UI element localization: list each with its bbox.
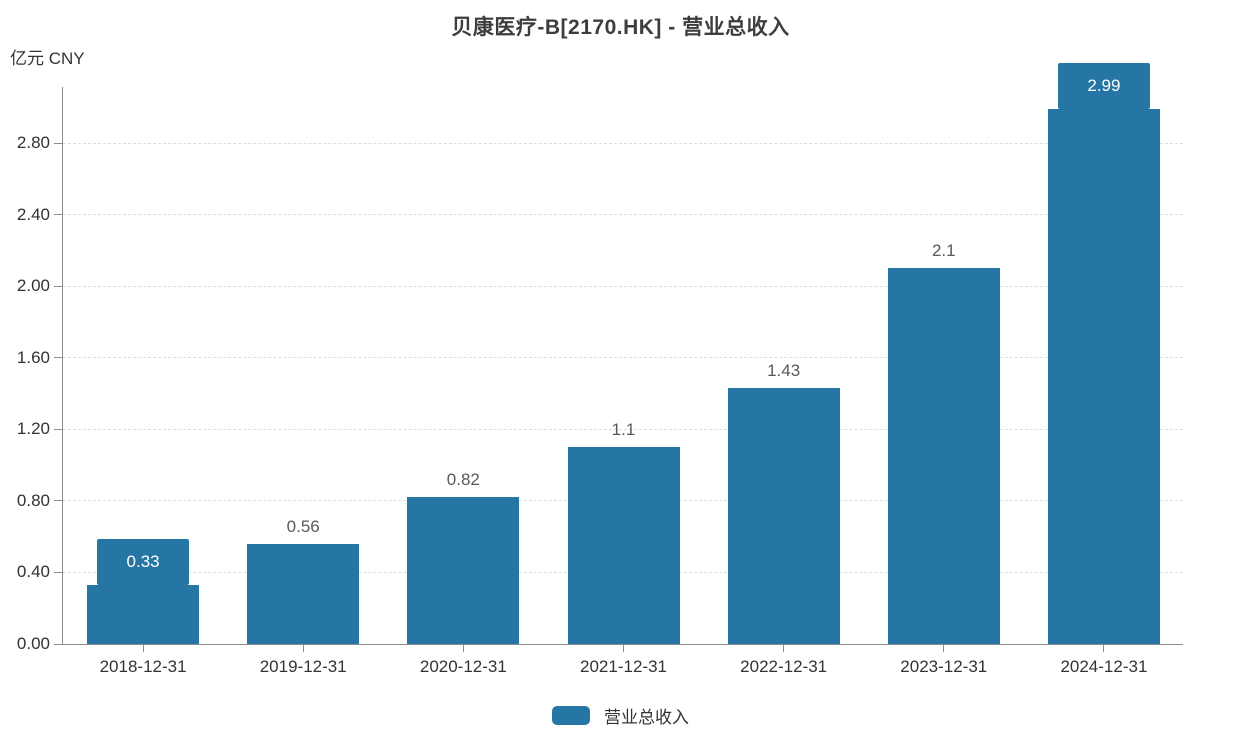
y-axis-tick xyxy=(54,500,62,502)
legend-item-revenue[interactable]: 营业总收入 xyxy=(0,703,1241,728)
x-axis-tick xyxy=(1103,644,1105,652)
x-axis-tick xyxy=(783,644,785,652)
gridline xyxy=(63,285,1183,287)
bar-value-label: 0.56 xyxy=(286,517,320,536)
bar[interactable] xyxy=(567,447,680,644)
bar[interactable] xyxy=(247,544,360,644)
y-axis-label: 2.00 xyxy=(16,276,50,296)
y-axis-label: 0.40 xyxy=(16,562,50,582)
y-axis-tick xyxy=(54,643,62,645)
x-axis-label: 2022-12-31 xyxy=(740,657,828,676)
y-axis-label: 2.80 xyxy=(16,133,50,153)
x-axis-tick xyxy=(302,644,304,652)
legend-swatch xyxy=(552,706,590,725)
y-axis-tick xyxy=(54,214,62,216)
legend-label: 营业总收入 xyxy=(604,708,689,727)
x-axis-tick xyxy=(623,644,624,652)
bar-value-badge: 2.99 xyxy=(1057,63,1150,109)
x-axis-label: 2018-12-31 xyxy=(99,657,187,676)
y-axis-tick xyxy=(54,428,62,430)
x-axis-label: 2020-12-31 xyxy=(419,657,507,676)
y-axis-label: 2.40 xyxy=(16,204,50,224)
bar-value-label: 2.1 xyxy=(931,241,956,260)
gridline xyxy=(63,357,1183,359)
chart-title: 贝康医疗-B[2170.HK] - 营业总收入 xyxy=(451,16,790,39)
bar[interactable] xyxy=(887,268,1000,644)
y-axis-label: 0.00 xyxy=(16,634,50,653)
x-axis-label: 2024-12-31 xyxy=(1060,657,1148,676)
bar[interactable] xyxy=(1047,109,1160,644)
y-axis-tick xyxy=(54,285,62,287)
x-axis-tick xyxy=(943,644,945,652)
y-axis-label: 0.80 xyxy=(16,490,50,510)
x-axis-tick xyxy=(142,644,144,652)
plot-area: 0.00 0.40 0.80 1.20 1.60 2.00 2.40 2.80 0.33 2018… xyxy=(17,63,1183,676)
bar[interactable] xyxy=(407,497,520,644)
bar-value-label: 1.1 xyxy=(611,420,636,439)
bar[interactable] xyxy=(727,388,840,644)
bar-value-badge: 0.33 xyxy=(97,539,190,585)
bar-value-label: 0.82 xyxy=(446,470,480,489)
y-axis-tick xyxy=(54,357,62,359)
x-axis-label: 2021-12-31 xyxy=(580,657,667,676)
x-axis-label: 2023-12-31 xyxy=(900,657,988,676)
gridline xyxy=(63,214,1183,216)
x-axis-tick xyxy=(462,644,464,652)
bar[interactable] xyxy=(87,585,200,644)
gridline xyxy=(63,142,1183,144)
y-axis-label: 1.20 xyxy=(16,419,50,439)
y-axis-tick xyxy=(54,571,62,573)
bar-value-label: 1.43 xyxy=(767,361,801,380)
gridline xyxy=(63,428,1183,430)
y-axis-label: 1.60 xyxy=(16,347,50,367)
y-axis-tick xyxy=(54,142,62,144)
x-axis-label: 2019-12-31 xyxy=(259,657,347,676)
y-axis-unit-label: 亿元 CNY xyxy=(10,49,85,68)
